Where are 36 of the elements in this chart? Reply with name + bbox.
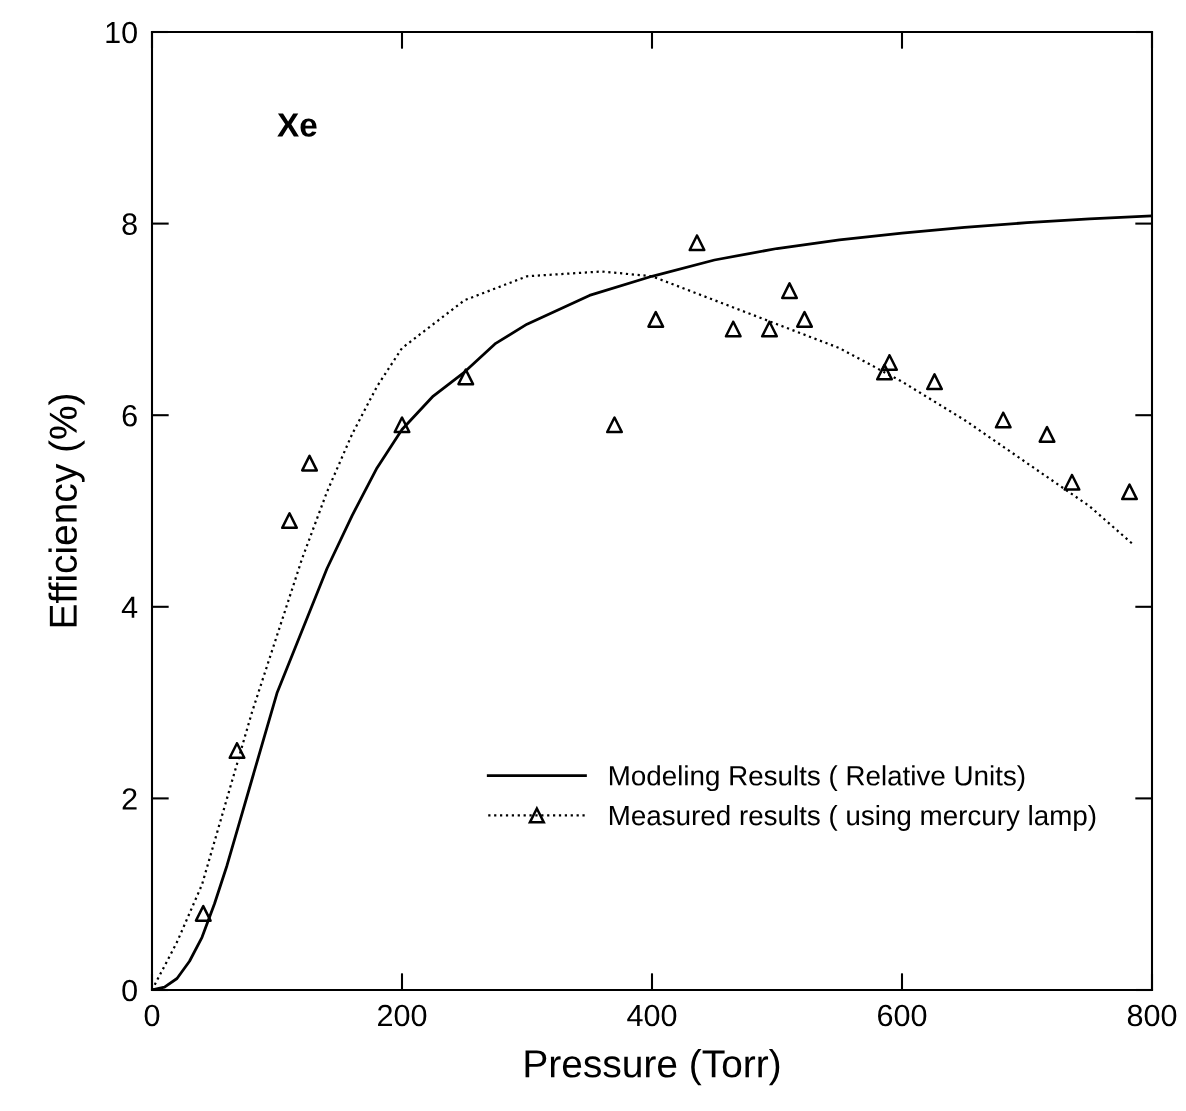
y-tick-label: 8	[122, 213, 137, 235]
legend-label: Modeling Results ( Relative Units)	[609, 765, 1025, 792]
y-tick-label: 0	[122, 979, 137, 1002]
x-tick-label: 200	[378, 1004, 427, 1027]
point	[605, 416, 624, 434]
y-tick-label: 2	[122, 788, 137, 810]
point	[780, 282, 799, 300]
point	[457, 368, 475, 386]
point	[994, 411, 1012, 429]
point	[1120, 483, 1139, 501]
y-tick-label: 10	[106, 21, 137, 44]
point	[228, 741, 246, 760]
x-axis-title: Pressure (Torr)	[525, 1049, 780, 1086]
annotation: Xe	[277, 113, 317, 137]
x-tick-label: 800	[1127, 1004, 1177, 1027]
point	[875, 363, 894, 381]
legend-label: Measured results ( using mercury lamp)	[609, 804, 1096, 831]
point	[688, 234, 706, 252]
x-tick-label: 400	[627, 1004, 677, 1027]
x-tick-label: 600	[878, 1004, 927, 1027]
y-tick-label: 4	[121, 596, 138, 618]
point	[724, 320, 742, 338]
y-axis-title: Efficiency (%)	[48, 394, 85, 627]
point	[194, 904, 212, 922]
point	[760, 320, 779, 338]
point	[647, 310, 665, 328]
point	[393, 416, 411, 434]
point	[280, 512, 299, 530]
point	[925, 373, 944, 391]
point	[1038, 425, 1056, 443]
y-tick-label: 6	[122, 404, 137, 427]
x-tick-label: 0	[144, 1004, 160, 1027]
point	[1063, 473, 1081, 491]
point	[300, 454, 319, 472]
point	[795, 310, 814, 328]
point	[880, 353, 899, 372]
